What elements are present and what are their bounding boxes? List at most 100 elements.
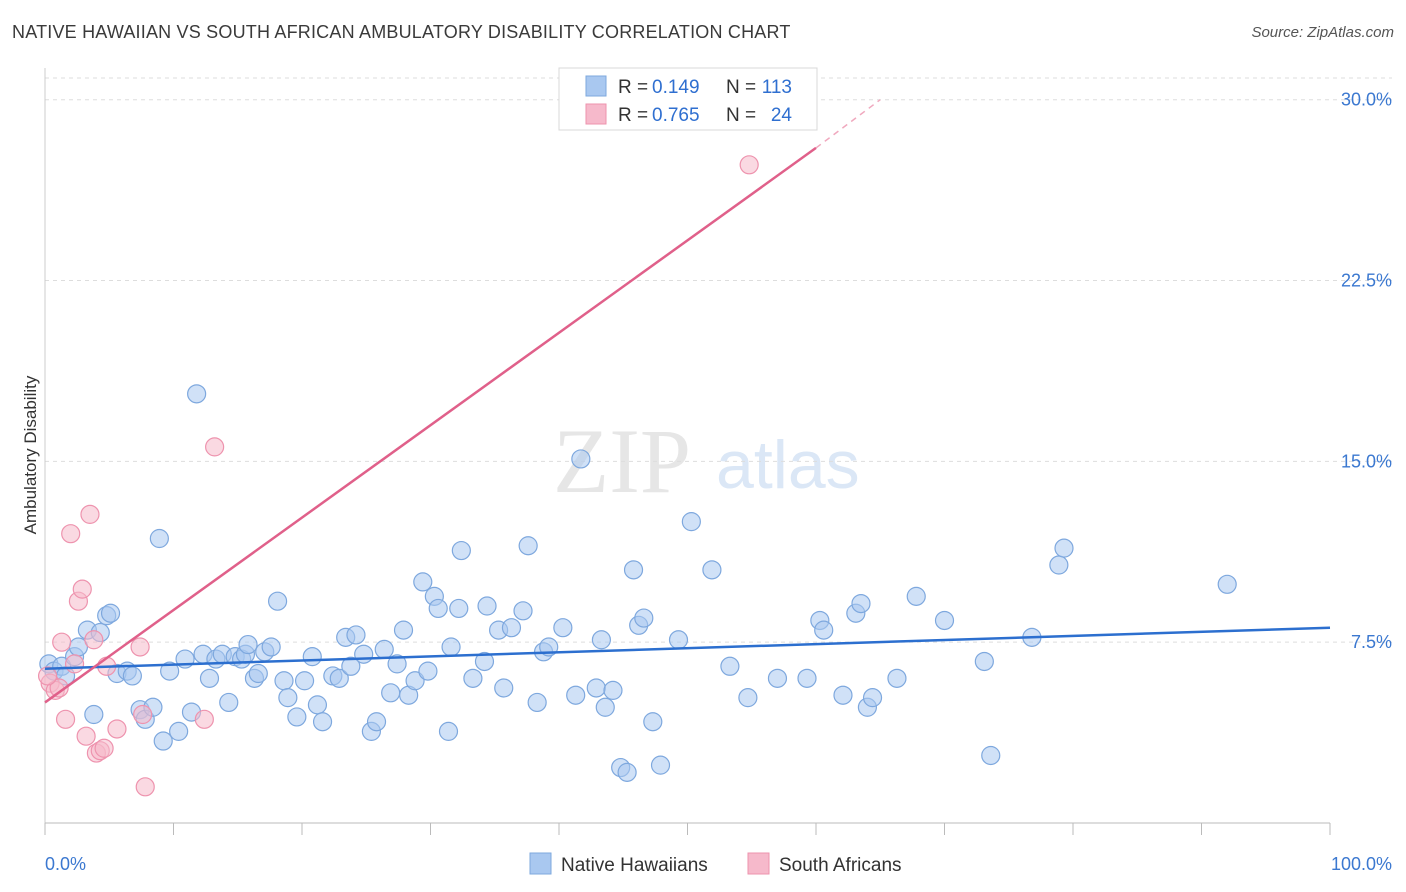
south-african-point	[739, 155, 759, 175]
native-hawaiian-point	[451, 540, 471, 561]
native-hawaiian-point	[346, 625, 366, 645]
native-hawaiian-point	[862, 688, 883, 708]
native-hawaiian-point	[477, 596, 497, 616]
native-hawaiian-point	[668, 630, 689, 650]
native-hawaiian-point	[767, 668, 788, 688]
native-hawaiian-point	[261, 637, 281, 657]
source-label: Source: ZipAtlas.com	[1251, 24, 1394, 41]
native-hawaiian-point	[494, 678, 514, 698]
south-african-point	[94, 738, 114, 758]
south-african-point	[133, 704, 153, 725]
native-hawaiian-point	[650, 755, 671, 775]
legend-n-label: N =	[726, 77, 756, 98]
native-hawaiian-point	[366, 712, 387, 732]
native-hawaiian-point	[248, 663, 268, 684]
legend-r-value: 0.149	[652, 77, 700, 98]
native-hawaiian-point	[374, 639, 394, 660]
native-hawaiian-point	[702, 560, 722, 580]
south-african-point	[80, 504, 100, 524]
native-hawaiian-point	[441, 637, 461, 657]
legend-swatch	[585, 103, 607, 125]
native-hawaiian-point	[1217, 574, 1237, 594]
native-hawaiian-point	[341, 656, 361, 676]
native-hawaiian-point	[974, 651, 994, 672]
south-african-point	[194, 709, 214, 729]
legend-swatch-south-africans	[747, 852, 770, 875]
native-hawaiian-point	[438, 721, 459, 741]
south-african-point	[61, 524, 81, 544]
legend-n-label: N =	[726, 105, 756, 126]
native-hawaiian-point	[518, 536, 538, 556]
native-hawaiian-point	[169, 721, 189, 741]
native-hawaiian-point	[797, 668, 817, 688]
native-hawaiian-point	[1054, 538, 1074, 558]
native-hawaiian-point	[906, 586, 926, 606]
y-axis-title: Ambulatory Disability	[21, 375, 40, 534]
south-african-point	[84, 630, 104, 650]
native-hawaiian-point	[981, 745, 1001, 766]
native-hawaiian-point	[278, 688, 298, 708]
native-hawaiian-point	[595, 697, 615, 717]
south-african-point	[130, 637, 150, 657]
native-hawaiian-point	[623, 560, 644, 580]
native-hawaiian-point	[405, 671, 425, 691]
south-african-point	[49, 678, 69, 698]
native-hawaiian-point	[617, 762, 637, 782]
native-hawaiians-points	[39, 384, 1237, 782]
native-hawaiian-point	[501, 618, 522, 638]
native-hawaiian-point	[122, 666, 142, 686]
x-tick-label: 100.0%	[1331, 854, 1392, 874]
native-hawaiian-point	[267, 591, 288, 611]
native-hawaiian-point	[287, 707, 307, 727]
legend-swatch	[585, 75, 607, 97]
native-hawaiian-point	[814, 620, 834, 640]
native-hawaiian-point	[571, 449, 591, 469]
legend-swatch-native-hawaiians	[529, 852, 552, 875]
native-hawaiian-point	[84, 704, 104, 725]
south-african-point	[55, 709, 76, 729]
native-hawaiian-point	[851, 593, 871, 614]
native-hawaiian-point	[428, 598, 448, 619]
legend-n-value: 24	[771, 105, 793, 126]
native-hawaiian-point	[393, 620, 414, 640]
south-african-point	[76, 726, 96, 746]
south-african-point	[107, 719, 127, 739]
native-hawaiian-point	[833, 685, 853, 705]
south-africans-trend-extension	[815, 99, 881, 149]
native-hawaiian-point	[738, 688, 758, 708]
axes	[44, 68, 1331, 835]
native-hawaiians-trend-line	[44, 626, 1331, 670]
native-hawaiian-point	[474, 651, 495, 672]
y-tick-label: 22.5%	[1341, 271, 1392, 291]
x-tick-label: 0.0%	[45, 854, 86, 874]
legend-label-native-hawaiians: Native Hawaiians	[561, 855, 708, 876]
native-hawaiian-point	[307, 695, 328, 715]
native-hawaiian-point	[591, 630, 612, 650]
native-hawaiian-point	[381, 683, 401, 703]
native-hawaiian-point	[413, 572, 433, 592]
native-hawaiian-point	[219, 692, 239, 713]
south-african-point	[72, 579, 92, 599]
native-hawaiian-point	[329, 668, 349, 688]
south-african-point	[37, 666, 58, 686]
native-hawaiian-point	[553, 618, 573, 638]
native-hawaiian-point	[934, 610, 955, 631]
native-hawaiian-point	[586, 678, 606, 698]
native-hawaiian-point	[513, 601, 533, 621]
south-african-point	[135, 777, 155, 797]
native-hawaiian-point	[527, 692, 547, 713]
legend-n-value: 113	[762, 77, 792, 98]
legend-r-value: 0.765	[652, 105, 700, 126]
chart-title: NATIVE HAWAIIAN VS SOUTH AFRICAN AMBULAT…	[12, 22, 791, 42]
south-african-point	[52, 632, 72, 652]
native-hawaiian-point	[274, 671, 294, 691]
south-african-point	[205, 437, 225, 457]
correlation-legend: R = 0.149 N = 113 R = 0.765 N = 24	[558, 67, 818, 131]
trend-lines	[44, 99, 1331, 704]
native-hawaiian-point	[634, 608, 654, 628]
tick-labels: 7.5% 15.0% 22.5% 30.0% 0.0% 100.0%	[45, 90, 1392, 874]
native-hawaiian-point	[153, 731, 173, 751]
native-hawaiian-point	[566, 685, 586, 705]
y-tick-label: 15.0%	[1341, 451, 1392, 471]
